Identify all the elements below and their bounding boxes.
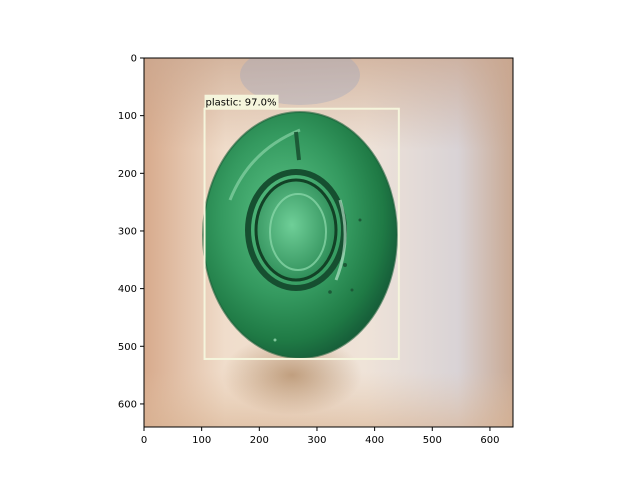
axes-frame — [143, 57, 514, 428]
y-tick-label: 500 — [118, 342, 137, 353]
y-axis: 0 100 200 300 400 500 600 — [118, 54, 144, 410]
y-tick-label: 0 — [131, 54, 137, 65]
y-tick-label: 200 — [118, 169, 137, 180]
x-tick-label: 0 — [141, 435, 147, 446]
detection-box — [203, 107, 400, 360]
x-tick-label: 600 — [480, 435, 499, 446]
x-tick-label: 100 — [192, 435, 211, 446]
x-tick-label: 200 — [250, 435, 269, 446]
detection-label-background — [204, 94, 279, 109]
y-tick-label: 400 — [118, 284, 137, 295]
x-axis: 0 100 200 300 400 500 600 — [141, 427, 499, 446]
y-tick-label: 600 — [118, 399, 137, 410]
bottle-photo — [144, 58, 513, 427]
x-tick-label: 400 — [365, 435, 384, 446]
detection-label: plastic: 97.0% — [206, 98, 277, 109]
detection-annotation: plastic: 97.0% — [203, 94, 400, 360]
x-tick-label: 500 — [423, 435, 442, 446]
y-tick-label: 100 — [118, 111, 137, 122]
y-tick-label: 300 — [118, 226, 137, 237]
x-tick-label: 300 — [307, 435, 326, 446]
